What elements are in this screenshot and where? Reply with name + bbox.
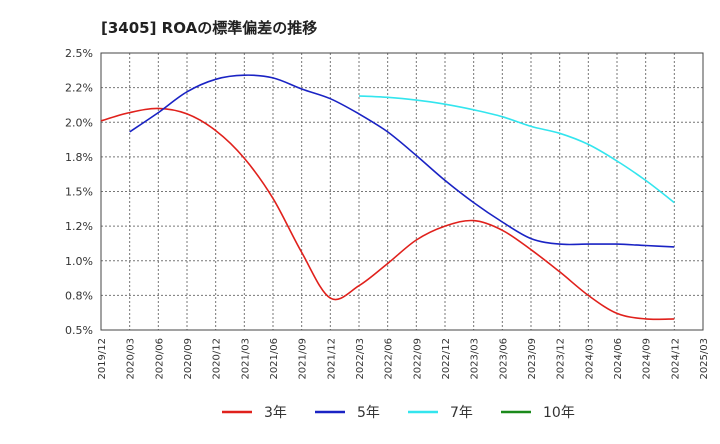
legend-label-2: 7年 (450, 405, 473, 421)
y-tick-label: 1.8% (65, 151, 93, 164)
series-line-0 (100, 107, 675, 321)
x-tick-label: 2020/09 (183, 338, 194, 380)
series-line-2 (358, 95, 675, 204)
x-tick-label: 2020/03 (126, 338, 137, 380)
series-line-1 (129, 74, 675, 248)
chart-title: [3405] ROAの標準偏差の推移 (101, 19, 318, 37)
x-tick-label: 2022/12 (441, 338, 452, 380)
y-tick-label: 0.8% (65, 289, 93, 302)
x-tick-label: 2020/12 (212, 338, 223, 380)
y-tick-label: 1.2% (65, 220, 93, 233)
x-tick-label: 2025/03 (699, 338, 710, 380)
legend-label-1: 5年 (357, 405, 380, 421)
x-tick-label: 2021/03 (240, 338, 251, 380)
x-tick-label: 2022/06 (384, 338, 395, 380)
x-tick-label: 2023/09 (527, 338, 538, 380)
legend-label-3: 10年 (543, 405, 575, 421)
x-tick-label: 2022/03 (355, 338, 366, 380)
x-tick-label: 2024/03 (584, 338, 595, 380)
y-tick-label: 1.0% (65, 255, 93, 268)
y-tick-label: 2.0% (65, 116, 93, 129)
x-tick-label: 2022/09 (412, 338, 423, 380)
x-tick-label: 2019/12 (97, 338, 108, 380)
y-tick-label: 2.5% (65, 47, 93, 60)
x-tick-label: 2021/06 (269, 338, 280, 380)
plot-border (100, 52, 704, 331)
x-tick-label: 2024/09 (642, 338, 653, 380)
x-tick-label: 2023/06 (498, 338, 509, 380)
y-tick-label: 2.2% (65, 82, 93, 95)
x-tick-label: 2023/03 (470, 338, 481, 380)
legend-label-0: 3年 (264, 405, 287, 421)
x-tick-label: 2021/09 (298, 338, 309, 380)
x-tick-label: 2024/12 (670, 338, 681, 380)
y-tick-label: 0.5% (65, 324, 93, 337)
x-tick-label: 2021/12 (326, 338, 337, 380)
x-tick-label: 2024/06 (613, 338, 624, 380)
x-tick-label: 2023/12 (556, 338, 567, 380)
y-tick-label: 1.5% (65, 186, 93, 199)
x-tick-label: 2020/06 (154, 338, 165, 380)
